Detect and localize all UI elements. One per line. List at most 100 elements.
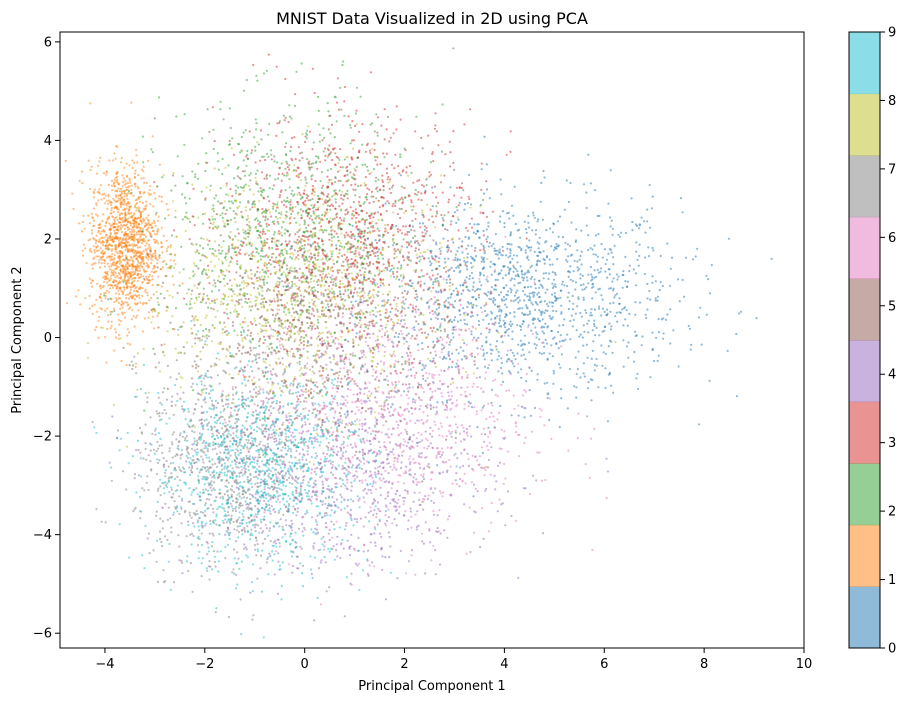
data-point — [469, 315, 473, 318]
data-point — [503, 321, 506, 325]
data-point — [275, 134, 278, 137]
data-point — [418, 255, 421, 258]
data-point — [346, 288, 350, 291]
data-point — [131, 159, 134, 162]
data-point — [643, 272, 647, 276]
data-point — [316, 167, 319, 170]
data-point — [385, 167, 389, 170]
data-point — [282, 204, 286, 207]
data-point — [248, 188, 252, 191]
data-point — [689, 348, 692, 351]
data-point — [129, 259, 132, 262]
data-point — [356, 266, 359, 269]
data-point — [508, 217, 511, 220]
data-point — [103, 262, 106, 265]
data-point — [131, 230, 134, 233]
data-point — [574, 281, 578, 284]
data-point — [181, 218, 184, 221]
data-point — [268, 347, 271, 350]
data-point — [407, 244, 411, 247]
data-point — [428, 175, 431, 178]
data-point — [130, 211, 133, 214]
data-point — [237, 166, 240, 169]
data-point — [427, 134, 430, 137]
data-point — [81, 170, 84, 173]
data-point — [285, 524, 288, 527]
data-point — [147, 275, 150, 279]
data-point — [136, 302, 139, 305]
data-point — [130, 233, 133, 236]
data-point — [656, 295, 660, 298]
data-point — [140, 211, 143, 214]
data-point — [208, 226, 211, 229]
data-point — [117, 187, 120, 190]
data-point — [621, 273, 624, 277]
data-point — [255, 128, 258, 131]
data-point — [98, 192, 101, 195]
data-point — [285, 210, 288, 213]
data-point — [106, 277, 110, 280]
data-point — [437, 260, 440, 263]
data-point — [461, 240, 464, 243]
data-point — [151, 151, 154, 154]
series-digit-3 — [153, 53, 528, 436]
data-point — [309, 199, 312, 202]
data-point — [395, 224, 398, 228]
data-point — [113, 328, 117, 331]
data-point — [339, 148, 342, 151]
data-point — [443, 355, 446, 358]
data-point — [609, 310, 612, 313]
data-point — [311, 268, 314, 271]
data-point — [277, 239, 280, 242]
data-point — [560, 397, 563, 400]
data-point — [616, 320, 619, 323]
data-point — [591, 349, 594, 352]
data-point — [534, 233, 537, 236]
data-point — [262, 228, 265, 231]
data-point — [264, 300, 267, 304]
data-point — [286, 166, 289, 169]
data-point — [265, 430, 268, 433]
data-point — [111, 215, 114, 218]
data-point — [613, 244, 616, 247]
data-point — [325, 229, 328, 232]
data-point — [498, 293, 501, 297]
data-point — [183, 143, 186, 146]
data-point — [343, 100, 346, 103]
data-point — [517, 343, 520, 346]
data-point — [512, 354, 516, 357]
data-point — [455, 186, 459, 189]
data-point — [320, 170, 323, 174]
data-point — [365, 144, 369, 147]
data-point — [437, 280, 440, 283]
data-point — [670, 256, 674, 259]
data-point — [368, 243, 371, 246]
data-point — [161, 245, 164, 248]
data-point — [548, 272, 551, 275]
data-point — [276, 248, 279, 251]
data-point — [471, 314, 474, 317]
data-point — [564, 338, 567, 341]
data-point — [585, 343, 589, 346]
data-point — [348, 422, 351, 425]
data-point — [513, 365, 516, 368]
data-point — [597, 288, 600, 291]
data-point — [269, 272, 272, 275]
data-point — [564, 241, 567, 244]
data-point — [145, 242, 148, 245]
data-point — [122, 271, 125, 275]
data-point — [94, 262, 97, 265]
data-point — [360, 290, 363, 293]
data-point — [129, 306, 132, 309]
data-point — [343, 362, 346, 365]
data-point — [139, 213, 142, 216]
data-point — [409, 259, 412, 262]
data-point — [465, 276, 468, 279]
data-point — [115, 264, 118, 267]
data-point — [311, 148, 314, 151]
data-point — [527, 269, 530, 272]
data-point — [143, 208, 146, 211]
data-point — [466, 376, 469, 379]
data-point — [314, 289, 317, 292]
data-point — [503, 323, 506, 327]
